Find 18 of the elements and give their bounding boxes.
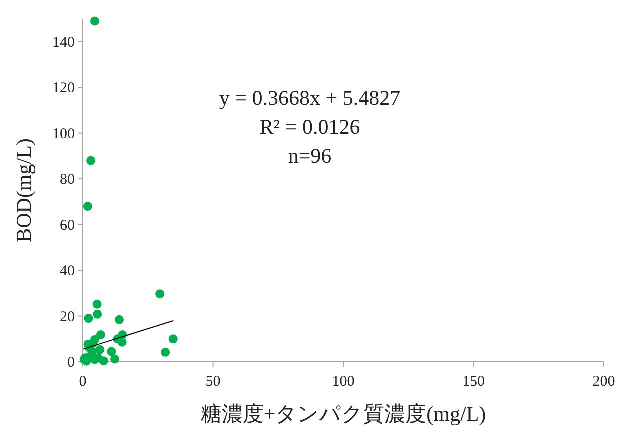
- y-axis-title: BOD(mg/L): [12, 138, 36, 242]
- annotation: R² = 0.0126: [260, 115, 360, 139]
- x-tick-label: 50: [206, 374, 221, 390]
- y-tick-label: 20: [60, 309, 75, 326]
- annotation: y = 0.3668x + 5.4827: [219, 86, 401, 110]
- y-tick-label: 0: [68, 355, 75, 371]
- x-tick-label: 100: [332, 374, 355, 390]
- x-tick-label: 0: [79, 374, 87, 390]
- y-tick-label: 100: [52, 126, 75, 142]
- x-axis-title: 糖濃度+タンパク質濃度(mg/L): [200, 402, 486, 426]
- x-tick-label: 200: [592, 374, 616, 390]
- y-tick-label: 60: [60, 218, 75, 234]
- y-tick-label: 120: [52, 80, 75, 97]
- x-tick-label: 150: [462, 374, 485, 390]
- y-tick-label: 140: [52, 34, 75, 51]
- y-tick-label: 40: [60, 264, 75, 280]
- annotation: n=96: [288, 144, 332, 168]
- y-tick-label: 80: [60, 172, 75, 188]
